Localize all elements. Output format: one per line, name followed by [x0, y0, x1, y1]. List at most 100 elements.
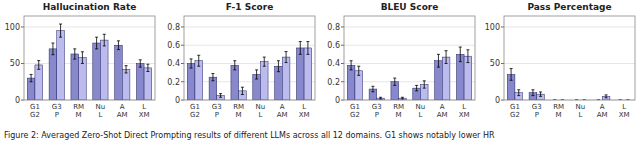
x-tick-label-line: G2 — [350, 111, 360, 119]
error-bar — [510, 69, 513, 81]
y-tick — [21, 26, 24, 27]
error-bar — [445, 51, 448, 64]
y-tick — [341, 100, 344, 101]
error-bar — [423, 81, 426, 88]
bar — [464, 56, 472, 100]
error-cap — [125, 65, 128, 66]
bar — [187, 63, 195, 100]
bar — [115, 45, 123, 100]
y-tick — [341, 81, 344, 82]
y-tick-label: 0.4 — [167, 59, 180, 68]
y-tick-label: 50 — [490, 59, 500, 68]
x-tick-label: G3P — [532, 103, 542, 119]
x-tick-label-line: XM — [139, 111, 150, 119]
y-tick-label: 0.4 — [327, 59, 340, 68]
error-bar — [81, 52, 84, 64]
error-line — [446, 51, 447, 64]
x-tick-label: G1G2 — [350, 103, 360, 119]
error-cap — [241, 87, 244, 88]
error-line — [380, 97, 381, 99]
error-bar — [415, 85, 418, 90]
error-cap — [605, 97, 608, 98]
error-bar — [190, 59, 193, 68]
error-line — [264, 57, 265, 66]
marks — [27, 24, 151, 100]
x-tick-label-line: AM — [597, 111, 608, 119]
x-tick-label: LXM — [459, 103, 470, 119]
error-cap — [510, 80, 513, 81]
error-cap — [219, 97, 222, 98]
grid-line — [344, 45, 475, 46]
error-cap — [393, 78, 396, 79]
y-tick-label: 50 — [10, 59, 20, 68]
x-tick-label: AAM — [597, 103, 608, 119]
error-cap — [401, 97, 404, 98]
x-tick-label-line: RM — [233, 103, 244, 111]
error-bar — [285, 52, 288, 63]
error-cap — [263, 66, 266, 67]
x-tick-label-line: L — [418, 111, 422, 119]
title: F-1 Score — [226, 2, 274, 12]
error-line — [104, 34, 105, 46]
error-bar — [125, 66, 128, 73]
error-bar — [146, 64, 149, 71]
x-tick-label: G1G2 — [30, 103, 40, 119]
grid-line — [24, 63, 155, 64]
y-tick-label: 0 — [495, 96, 500, 105]
error-line — [220, 94, 221, 98]
error-line — [460, 47, 461, 62]
error-cap — [445, 63, 448, 64]
error-line — [212, 74, 213, 81]
grid-line — [184, 81, 315, 82]
grid-line — [344, 81, 475, 82]
error-cap — [125, 72, 128, 73]
error-cap — [539, 91, 542, 92]
error-cap — [30, 74, 33, 75]
error-cap — [393, 85, 396, 86]
y-tick-label: 0 — [175, 96, 180, 105]
error-cap — [371, 91, 374, 92]
error-cap — [350, 69, 353, 70]
error-line — [307, 42, 308, 55]
x-tick-label-line: G1 — [510, 103, 520, 111]
error-cap — [306, 41, 309, 42]
panel: BLEU Score00.20.40.60.8G1G2G3PRMMNuLAAML… — [327, 2, 475, 119]
x-tick-label-line: RM — [393, 103, 404, 111]
error-cap — [117, 49, 120, 50]
error-line — [416, 85, 417, 90]
error-bar — [401, 97, 404, 99]
error-line — [60, 24, 61, 37]
grid-line — [184, 26, 315, 27]
x-tick-label-line: A — [600, 103, 605, 111]
error-line — [300, 42, 301, 55]
x-tick-label: NuL — [256, 103, 266, 119]
bar — [136, 63, 144, 100]
error-line — [140, 60, 141, 67]
error-line — [438, 54, 439, 67]
error-bar — [393, 78, 396, 85]
x-tick-label-line: AM — [277, 111, 288, 119]
y-tick — [181, 26, 184, 27]
error-cap — [241, 94, 244, 95]
x-tick-label: G3P — [212, 103, 222, 119]
error-cap — [81, 51, 84, 52]
error-cap — [379, 99, 382, 100]
error-line — [234, 61, 235, 70]
error-bar — [350, 61, 353, 70]
bar — [296, 48, 304, 100]
x-tick-label-line: RM — [553, 103, 564, 111]
error-cap — [466, 62, 469, 63]
error-cap — [605, 94, 608, 95]
y-tick — [181, 63, 184, 64]
x-tick-label-line: G3 — [372, 103, 382, 111]
bar — [71, 54, 79, 100]
error-cap — [197, 66, 200, 67]
x-tick-label-line: Nu — [416, 103, 426, 111]
y-tick-label: 0 — [335, 96, 340, 105]
x-tick-label-line: L — [142, 103, 146, 111]
x-tick-label-line: G3 — [212, 103, 222, 111]
error-bar — [517, 90, 520, 96]
error-bar — [263, 57, 266, 66]
x-tick-label-line: A — [120, 103, 125, 111]
plot-frame — [504, 16, 635, 100]
